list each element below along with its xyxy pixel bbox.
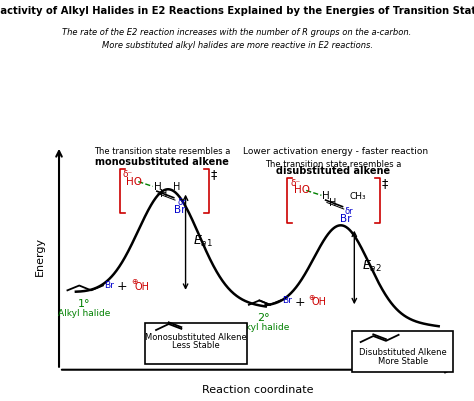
Text: H: H: [173, 182, 181, 192]
Text: Alkyl halide: Alkyl halide: [58, 309, 110, 318]
Text: ⊕: ⊕: [131, 277, 137, 286]
Text: H: H: [160, 188, 167, 198]
Text: +: +: [294, 296, 305, 309]
Text: disubstituted alkene: disubstituted alkene: [276, 166, 390, 176]
Text: Reactivity of Alkyl Halides in E2 Reactions Explained by the Energies of Transit: Reactivity of Alkyl Halides in E2 Reacti…: [0, 6, 474, 16]
Text: Lower activation energy - faster reaction: Lower activation energy - faster reactio…: [243, 148, 428, 156]
Text: Br: Br: [340, 214, 352, 224]
Text: Br: Br: [174, 205, 185, 215]
Text: $E_{a1}$: $E_{a1}$: [193, 233, 213, 249]
Text: monosubstituted alkene: monosubstituted alkene: [95, 157, 229, 166]
Text: H: H: [322, 191, 330, 201]
Text: +: +: [117, 280, 128, 293]
Text: Br: Br: [104, 281, 114, 290]
Text: CH₃: CH₃: [349, 192, 366, 200]
Text: OH: OH: [134, 282, 149, 292]
Text: H: H: [328, 198, 336, 207]
Text: δ⁻: δ⁻: [290, 179, 301, 188]
Text: 1°: 1°: [78, 299, 91, 308]
Text: Disubstituted Alkene: Disubstituted Alkene: [359, 348, 447, 357]
Text: ‡: ‡: [211, 168, 217, 180]
Text: More substituted alkyl halides are more reactive in E2 reactions.: More substituted alkyl halides are more …: [101, 41, 373, 50]
Text: Less Stable: Less Stable: [172, 341, 220, 350]
Text: δr: δr: [178, 198, 187, 207]
Text: δr: δr: [344, 207, 353, 216]
Text: The transition state resembles a: The transition state resembles a: [265, 160, 401, 168]
Text: HO: HO: [126, 176, 142, 186]
Text: The transition state resembles a: The transition state resembles a: [94, 148, 230, 156]
Text: The rate of the E2 reaction increases with the number of R groups on the a-carbo: The rate of the E2 reaction increases wi…: [63, 28, 411, 37]
Text: HO: HO: [293, 186, 310, 195]
Text: H: H: [154, 182, 161, 192]
Bar: [146, 323, 247, 364]
Text: δ⁻: δ⁻: [122, 170, 132, 179]
Text: ‡: ‡: [382, 177, 388, 190]
Text: $E_{a2}$: $E_{a2}$: [362, 259, 382, 274]
Bar: [352, 331, 454, 372]
Text: Alkyl halide: Alkyl halide: [237, 323, 290, 332]
Text: More Stable: More Stable: [378, 357, 428, 366]
Text: Monosubstituted Alkene: Monosubstituted Alkene: [145, 333, 247, 342]
Text: ⊕: ⊕: [308, 293, 314, 302]
Text: 2°: 2°: [257, 313, 270, 323]
Text: Energy: Energy: [35, 237, 45, 276]
Text: OH: OH: [311, 298, 326, 307]
Text: Reaction coordinate: Reaction coordinate: [201, 385, 313, 395]
Text: Br: Br: [282, 296, 292, 305]
